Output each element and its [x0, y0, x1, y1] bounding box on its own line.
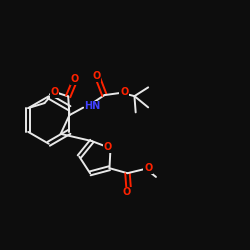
Text: O: O: [92, 71, 100, 81]
Text: O: O: [144, 163, 152, 173]
Text: O: O: [120, 87, 128, 97]
Text: HN: HN: [84, 101, 101, 111]
Text: O: O: [50, 87, 58, 97]
Text: O: O: [104, 142, 112, 152]
Text: O: O: [70, 74, 78, 84]
Text: O: O: [122, 188, 131, 198]
